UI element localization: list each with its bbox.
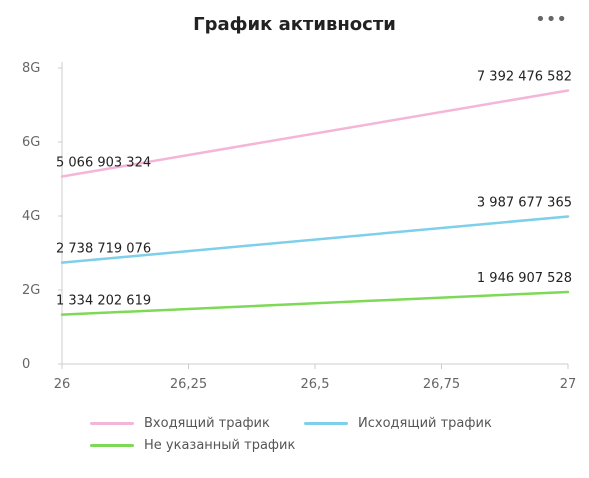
y-tick-label: 6G	[22, 135, 40, 150]
chart-legend: Входящий трафик Исходящий трафик Не указан…	[0, 410, 589, 470]
legend-label: Исходящий трафик	[358, 416, 492, 431]
legend-label: Входящий трафик	[144, 416, 270, 431]
more-dots-icon[interactable]: •••	[535, 9, 567, 30]
data-label: 3 987 677 365	[477, 195, 572, 210]
data-label: 7 392 476 582	[477, 69, 572, 84]
legend-item[interactable]: Входящий трафик	[90, 416, 270, 431]
legend-swatch	[90, 422, 134, 425]
y-tick-label: 8G	[22, 61, 40, 76]
x-tick-label: 26	[54, 377, 71, 392]
activity-line-chart: 0 2G 4G 6G 8G 26 26,25 26,5 26,75 27 5 066 903 324…	[22, 61, 577, 392]
series-line	[60, 215, 570, 264]
series-line	[60, 89, 570, 178]
x-tick-label: 27	[560, 377, 577, 392]
y-tick-label: 0	[22, 357, 30, 372]
series-line	[60, 290, 570, 316]
data-label: 5 066 903 324	[56, 156, 151, 171]
chart-title: График активности	[193, 14, 396, 35]
x-tick-label: 26,75	[423, 377, 460, 392]
data-label: 2 738 719 076	[56, 242, 151, 257]
x-tick-label: 26,25	[170, 377, 207, 392]
y-tick-label: 4G	[22, 209, 40, 224]
legend-swatch	[90, 444, 134, 447]
y-tick-label: 2G	[22, 283, 40, 298]
x-tick-label: 26,5	[301, 377, 330, 392]
legend-label: Не указанный трафик	[144, 438, 296, 453]
data-label: 1 334 202 619	[56, 294, 151, 309]
legend-swatch	[304, 422, 348, 425]
legend-item[interactable]: Не указанный трафик	[90, 438, 295, 453]
legend-item[interactable]: Исходящий трафик	[304, 416, 492, 431]
data-label: 1 946 907 528	[477, 271, 572, 286]
